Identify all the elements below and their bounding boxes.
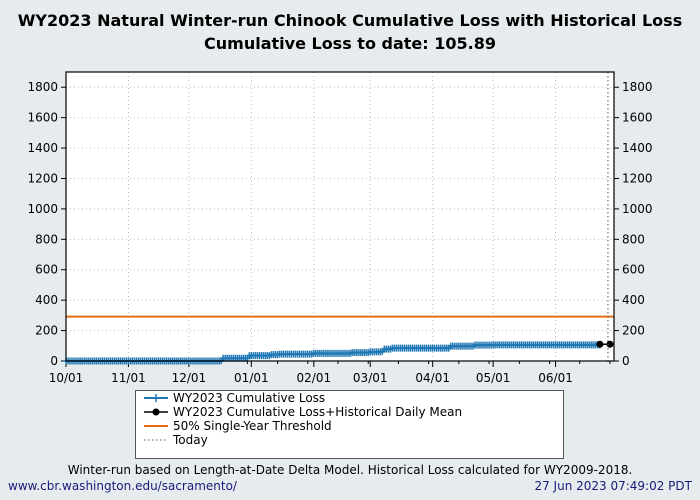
- y-tick-label: 1200: [27, 171, 58, 185]
- x-tick-label: 04/01: [415, 371, 450, 385]
- y-tick-label: 1600: [27, 111, 58, 125]
- y-tick-label: 600: [35, 263, 58, 277]
- legend-item-threshold: 50% Single-Year Threshold: [144, 419, 332, 433]
- plot-background: [66, 72, 614, 361]
- x-tick-label: 11/01: [111, 371, 146, 385]
- legend-label: WY2023 Cumulative Loss: [173, 391, 326, 405]
- y-tick-label: 1000: [27, 202, 58, 216]
- footer-note: Winter-run based on Length-at-Date Delta…: [67, 463, 633, 477]
- historical-mean-point: [606, 340, 614, 348]
- x-tick-label: 12/01: [172, 371, 207, 385]
- legend-label: Today: [173, 433, 208, 447]
- plot-area: 0 0 200 200 400 400 600 600 800 800 1000 1000 1200 12…: [27, 71, 653, 385]
- y-tick-label: 0: [50, 354, 58, 368]
- y-tick-label: 800: [35, 232, 58, 246]
- chart-title: WY2023 Natural Winter-run Chinook Cumula…: [17, 11, 683, 30]
- y-tick-label-right: 0: [622, 354, 630, 368]
- legend-swatch-today: [144, 439, 168, 441]
- y-tick-label-right: 1400: [622, 141, 653, 155]
- legend-item-today: Today: [144, 433, 208, 447]
- y-tick-label-right: 200: [622, 324, 645, 338]
- y-tick-label-right: 1600: [622, 111, 653, 125]
- y-tick-label-right: 1800: [622, 80, 653, 94]
- y-tick-label: 200: [35, 324, 58, 338]
- chart-subtitle: Cumulative Loss to date: 105.89: [204, 34, 496, 53]
- legend-label: 50% Single-Year Threshold: [173, 419, 332, 433]
- y-tick-label: 400: [35, 293, 58, 307]
- y-tick-label-right: 800: [622, 232, 645, 246]
- x-tick-label: 02/01: [297, 371, 332, 385]
- x-tick-label: 03/01: [353, 371, 388, 385]
- historical-mean-point: [596, 340, 604, 348]
- legend-swatch-historical: [144, 408, 168, 416]
- plot-frame: [65, 71, 615, 362]
- legend-item-cumulative: WY2023 Cumulative Loss: [144, 391, 325, 405]
- legend: WY2023 Cumulative Loss WY2023 Cumulative…: [135, 390, 564, 459]
- x-tick-label: 01/01: [234, 371, 269, 385]
- x-tick-label: 05/01: [476, 371, 511, 385]
- footer-link[interactable]: www.cbr.washington.edu/sacramento/: [8, 479, 237, 493]
- y-tick-label-right: 1000: [622, 202, 653, 216]
- legend-swatch-cumulative: [144, 394, 168, 402]
- footer-timestamp: 27 Jun 2023 07:49:02 PDT: [534, 479, 692, 493]
- legend-label: WY2023 Cumulative Loss+Historical Daily …: [173, 405, 463, 419]
- y-tick-label-right: 600: [622, 263, 645, 277]
- legend-swatch-threshold: [144, 425, 168, 427]
- y-tick-label: 1400: [27, 141, 58, 155]
- y-tick-label-right: 400: [622, 293, 645, 307]
- x-tick-label: 06/01: [538, 371, 573, 385]
- legend-item-historical: WY2023 Cumulative Loss+Historical Daily …: [144, 405, 462, 419]
- y-tick-label: 1800: [27, 80, 58, 94]
- x-tick-label: 10/01: [49, 371, 84, 385]
- y-tick-label-right: 1200: [622, 171, 653, 185]
